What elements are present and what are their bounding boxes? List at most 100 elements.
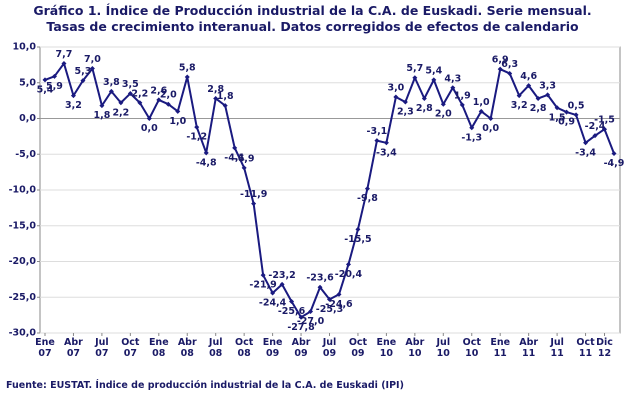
x-tick-label: Ene 08 — [148, 337, 169, 359]
x-tick-label: Oct 10 — [462, 337, 481, 359]
data-label: 5,9 — [46, 81, 63, 92]
y-tick-label: 10,0 — [13, 42, 37, 53]
source: Fuente: EUSTAT. Índice de producción ind… — [6, 380, 404, 391]
data-label: 3,0 — [387, 83, 404, 94]
point-marker — [308, 309, 314, 315]
data-label: -24,4 — [259, 297, 287, 308]
point-marker — [583, 140, 589, 146]
point-marker — [146, 116, 152, 121]
point-marker — [184, 74, 190, 80]
point-marker — [459, 102, 465, 108]
x-tick-label: Ene 07 — [35, 337, 55, 359]
data-label: -4,8 — [196, 157, 217, 168]
data-label: 0,0 — [482, 123, 499, 134]
x-tick-label: Jul 09 — [322, 337, 337, 359]
x-tick-label: Oct 09 — [348, 337, 368, 359]
data-label: -3,4 — [376, 147, 397, 158]
point-marker — [516, 93, 522, 99]
x-tick-label: Ene 09 — [262, 337, 283, 359]
point-marker — [507, 70, 513, 76]
point-marker — [232, 145, 238, 151]
point-marker — [165, 101, 171, 107]
point-marker — [127, 90, 133, 96]
point-marker — [545, 92, 551, 98]
y-tick-label: 0,0 — [19, 113, 36, 124]
point-marker — [345, 261, 351, 267]
y-tick-label: 5,0 — [19, 77, 36, 88]
data-label: 3,2 — [65, 100, 82, 111]
data-label: -23,2 — [268, 270, 295, 281]
point-marker — [469, 125, 475, 131]
point-marker — [611, 151, 617, 157]
data-label: 0,5 — [568, 100, 585, 111]
data-label: -21,9 — [249, 280, 276, 291]
point-marker — [488, 116, 494, 121]
point-marker — [317, 284, 323, 290]
y-tick-label: -30,0 — [9, 328, 37, 339]
point-marker — [298, 314, 304, 320]
point-marker — [222, 103, 228, 109]
point-marker — [251, 201, 257, 207]
x-tick-label: Oct 11 — [576, 337, 595, 359]
point-marker — [42, 77, 48, 83]
data-label: 1,0 — [473, 97, 490, 108]
point-marker — [89, 65, 95, 71]
x-tick-label: Jul 07 — [95, 337, 109, 359]
point-marker — [526, 83, 532, 89]
data-label: 2,8 — [207, 84, 224, 95]
y-tick-label: -10,0 — [9, 185, 37, 196]
point-marker — [355, 226, 361, 232]
data-label: 0,9 — [558, 117, 575, 128]
point-marker — [374, 138, 380, 144]
data-label: 2,6 — [150, 85, 167, 96]
data-label: 3,2 — [511, 100, 528, 111]
point-marker — [602, 126, 608, 132]
data-label: -3,4 — [575, 147, 596, 158]
data-label: -15,5 — [344, 234, 371, 245]
x-tick-label: Abr 09 — [291, 337, 311, 359]
data-label: 6,9 — [492, 55, 509, 66]
point-marker — [194, 124, 200, 130]
point-marker — [412, 75, 418, 81]
data-label: 4,6 — [520, 71, 537, 82]
x-tick-label: Jul 11 — [550, 337, 564, 359]
data-label: 7,7 — [56, 49, 73, 60]
x-tick-label: Abr 11 — [519, 337, 539, 359]
data-label: 2,0 — [160, 90, 177, 101]
x-tick-label: Oct 07 — [121, 337, 140, 359]
data-label: -2,4 — [585, 121, 606, 132]
data-label: -20,4 — [335, 269, 363, 280]
data-label: 5,8 — [179, 63, 196, 74]
data-label: -1,2 — [186, 132, 207, 143]
point-marker — [393, 94, 399, 100]
data-label: 1,9 — [454, 90, 471, 101]
x-tick-label: Ene 11 — [490, 337, 511, 359]
y-tick-label: -5,0 — [15, 149, 36, 160]
data-label: -9,8 — [357, 193, 378, 204]
chart-title: Gráfico 1. Índice de Producción industri… — [33, 3, 592, 34]
data-label: -3,1 — [367, 126, 388, 137]
x-tick-label: Abr 07 — [64, 337, 83, 359]
data-label: 2,8 — [416, 103, 433, 114]
data-label: 2,2 — [112, 107, 129, 118]
point-marker — [80, 78, 86, 84]
y-tick-label: -25,0 — [9, 292, 37, 303]
data-label: 7,0 — [84, 54, 101, 65]
data-label: -27,0 — [297, 316, 325, 327]
data-label: 5,7 — [406, 63, 423, 74]
data-label: -25,6 — [278, 306, 306, 317]
data-label: 1,8 — [217, 91, 234, 102]
point-marker — [364, 186, 370, 192]
point-marker — [402, 99, 408, 105]
point-marker — [156, 97, 162, 103]
data-label: 1,0 — [169, 116, 186, 127]
data-label: -27,8 — [287, 322, 315, 333]
data-label: 1,8 — [93, 110, 110, 121]
y-tick-label: -15,0 — [9, 220, 37, 231]
data-label: 5,4 — [425, 65, 442, 76]
x-tick-label: Abr 08 — [177, 337, 197, 359]
point-marker — [108, 88, 114, 94]
point-marker — [431, 77, 437, 83]
data-label: 2,2 — [131, 88, 148, 99]
